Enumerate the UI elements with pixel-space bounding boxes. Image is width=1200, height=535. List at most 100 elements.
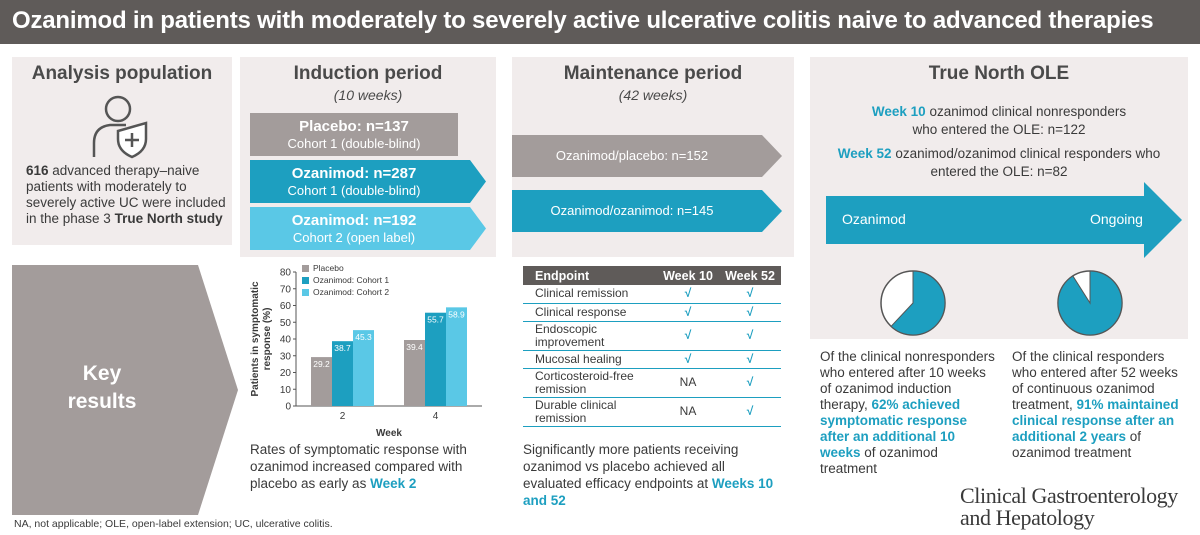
maintenance-summary-text: Significantly more patients receiving oz… <box>523 442 739 491</box>
table-row: Corticosteroid-free remission NA √ <box>523 368 781 398</box>
ole-nonresponders-text-a: Of the clinical nonresponders who entere… <box>820 349 995 412</box>
symptomatic-response-chart: 0 10 20 30 40 50 60 70 80 Patients in symptomatic… <box>240 258 496 440</box>
logo-line1: Clinical Gastroenterology <box>960 483 1178 508</box>
ole-week52-line: Week 52 ozanimod/ozanimod clinical respo… <box>810 145 1188 181</box>
ozanimod-ozanimod-arrow: Ozanimod/ozanimod: n=145 <box>512 190 782 237</box>
key-results-line2: results <box>67 390 137 413</box>
pie-slice <box>890 270 946 336</box>
maintenance-panel: Maintenance period (42 weeks) Ozanimod/p… <box>512 57 794 257</box>
ole-arrow-end: Ongoing <box>1090 211 1143 227</box>
y-tick-label: 0 <box>285 402 291 413</box>
ole-week10-label: Week 10 <box>871 104 926 119</box>
week52-value: √ <box>719 303 781 322</box>
induction-summary: Rates of symptomatic response with ozani… <box>250 441 490 492</box>
pie-nonresponders <box>880 270 946 336</box>
chart-svg: 0 10 20 30 40 50 60 70 80 Patients in symptomatic… <box>250 263 482 439</box>
ole-week10-text: ozanimod clinical nonresponders who ente… <box>912 104 1127 137</box>
placebo-arm-title: Placebo: n=137 <box>299 118 409 135</box>
ole-arrow: Ozanimod Ongoing <box>826 182 1182 263</box>
pie-slice <box>1057 270 1123 336</box>
bar <box>332 341 353 406</box>
y-tick-label: 40 <box>280 335 292 346</box>
ole-heading: True North OLE <box>928 63 1070 84</box>
table-header-row: Endpoint Week 10 Week 52 <box>523 266 781 285</box>
page-title: Ozanimod in patients with moderately to … <box>0 0 1200 44</box>
ole-responders-text-b: of ozanimod treatment <box>1012 429 1142 460</box>
analysis-text: 616 advanced therapy–naive patients with… <box>26 163 226 227</box>
endpoint-name: Corticosteroid-free remission <box>523 368 657 398</box>
key-results-chevron: Key results <box>12 265 238 515</box>
legend-swatch <box>302 277 309 284</box>
legend-label: Placebo <box>313 263 344 273</box>
y-tick-label: 10 <box>280 385 292 396</box>
ozanimod-cohort1-arm: Ozanimod: n=287 Cohort 1 (double-blind) <box>250 160 458 203</box>
header-endpoint: Endpoint <box>523 266 657 285</box>
bar <box>353 330 374 406</box>
endpoint-name: Clinical response <box>523 303 657 322</box>
analysis-population-panel: Analysis population 616 advanced therapy… <box>12 57 232 245</box>
endpoint-name: Mucosal healing <box>523 350 657 369</box>
maintenance-summary-highlight: Weeks 10 and 52 <box>523 476 774 508</box>
induction-duration: (10 weeks) <box>333 87 403 103</box>
bar <box>311 357 332 406</box>
maintenance-duration: (42 weeks) <box>618 87 688 103</box>
ozanimod-cohort1-cohort: Cohort 1 (double-blind) <box>287 183 421 198</box>
ole-week10-line: Week 10 ozanimod clinical nonresponders … <box>810 103 1188 139</box>
week52-value: √ <box>719 285 781 304</box>
y-tick-label: 20 <box>280 368 292 379</box>
ozanimod-cohort1-arrow <box>250 160 486 203</box>
y-tick-label: 30 <box>280 351 292 362</box>
pie-responders <box>1057 270 1123 336</box>
ole-nonresponders-highlight: 62% achieved symptomatic response after … <box>820 397 968 460</box>
y-tick-label: 70 <box>280 284 292 295</box>
week52-value: √ <box>719 350 781 369</box>
induction-summary-highlight: Week 2 <box>370 476 417 491</box>
table-row: Durable clinical remission NA √ <box>523 397 781 427</box>
ozanimod-cohort1-title: Ozanimod: n=287 <box>291 165 417 182</box>
data-label: 55.7 <box>427 315 444 325</box>
ole-responders-text-a: Of the clinical responders who entered a… <box>1012 349 1178 412</box>
endpoint-name: Durable clinical remission <box>523 397 657 427</box>
ozanimod-ozanimod-label: Ozanimod/ozanimod: n=145 <box>550 203 714 218</box>
key-results-label: Key results <box>12 360 192 416</box>
ole-panel: True North OLE Week 10 ozanimod clinical… <box>810 57 1188 339</box>
analysis-count: 616 <box>26 163 49 178</box>
table-row: Mucosal healing √ √ <box>523 350 781 369</box>
ole-responders-text: Of the clinical responders who entered a… <box>1012 349 1188 461</box>
induction-summary-text: Rates of symptomatic response with ozani… <box>250 442 467 491</box>
analysis-heading: Analysis population <box>31 63 213 84</box>
endpoint-table: Endpoint Week 10 Week 52 Clinical remiss… <box>523 266 781 427</box>
maintenance-summary: Significantly more patients receiving oz… <box>523 441 785 509</box>
key-results-line1: Key <box>82 362 122 385</box>
ole-week52-text: ozanimod/ozanimod clinical responders wh… <box>891 146 1161 179</box>
table-row: Clinical response √ √ <box>523 303 781 322</box>
x-tick-label: 2 <box>340 411 346 422</box>
bar <box>425 312 446 406</box>
patient-icon <box>92 95 148 159</box>
x-tick-label: 4 <box>433 411 439 422</box>
legend-label: Ozanimod: Cohort 2 <box>313 287 389 297</box>
bar <box>446 307 467 406</box>
y-tick-label: 80 <box>280 268 292 279</box>
ozanimod-placebo-label: Ozanimod/placebo: n=152 <box>555 148 709 163</box>
week10-value: √ <box>657 285 719 304</box>
study-name: True North study <box>114 211 223 226</box>
ozanimod-cohort2-arrow <box>250 207 486 250</box>
ole-nonresponders-text: Of the clinical nonresponders who entere… <box>820 349 996 477</box>
ole-week52-label: Week 52 <box>837 146 892 161</box>
week52-value: √ <box>719 321 781 351</box>
header-week52: Week 52 <box>719 266 781 285</box>
footnote: NA, not applicable; OLE, open-label exte… <box>14 518 333 530</box>
x-axis-label: Week <box>376 428 402 439</box>
data-label: 38.7 <box>334 343 351 353</box>
logo-line2: and Hepatology <box>960 505 1095 530</box>
data-label: 58.9 <box>448 309 465 319</box>
table-row: Endoscopic improvement √ √ <box>523 321 781 351</box>
week52-value: √ <box>719 368 781 398</box>
ozanimod-cohort2-arm: Ozanimod: n=192 Cohort 2 (open label) <box>250 207 458 250</box>
ole-arrow-start: Ozanimod <box>842 211 906 227</box>
legend-label: Ozanimod: Cohort 1 <box>313 275 389 285</box>
week52-value: √ <box>719 397 781 427</box>
table-row: Clinical remission √ √ <box>523 285 781 304</box>
induction-heading: Induction period <box>293 63 443 84</box>
